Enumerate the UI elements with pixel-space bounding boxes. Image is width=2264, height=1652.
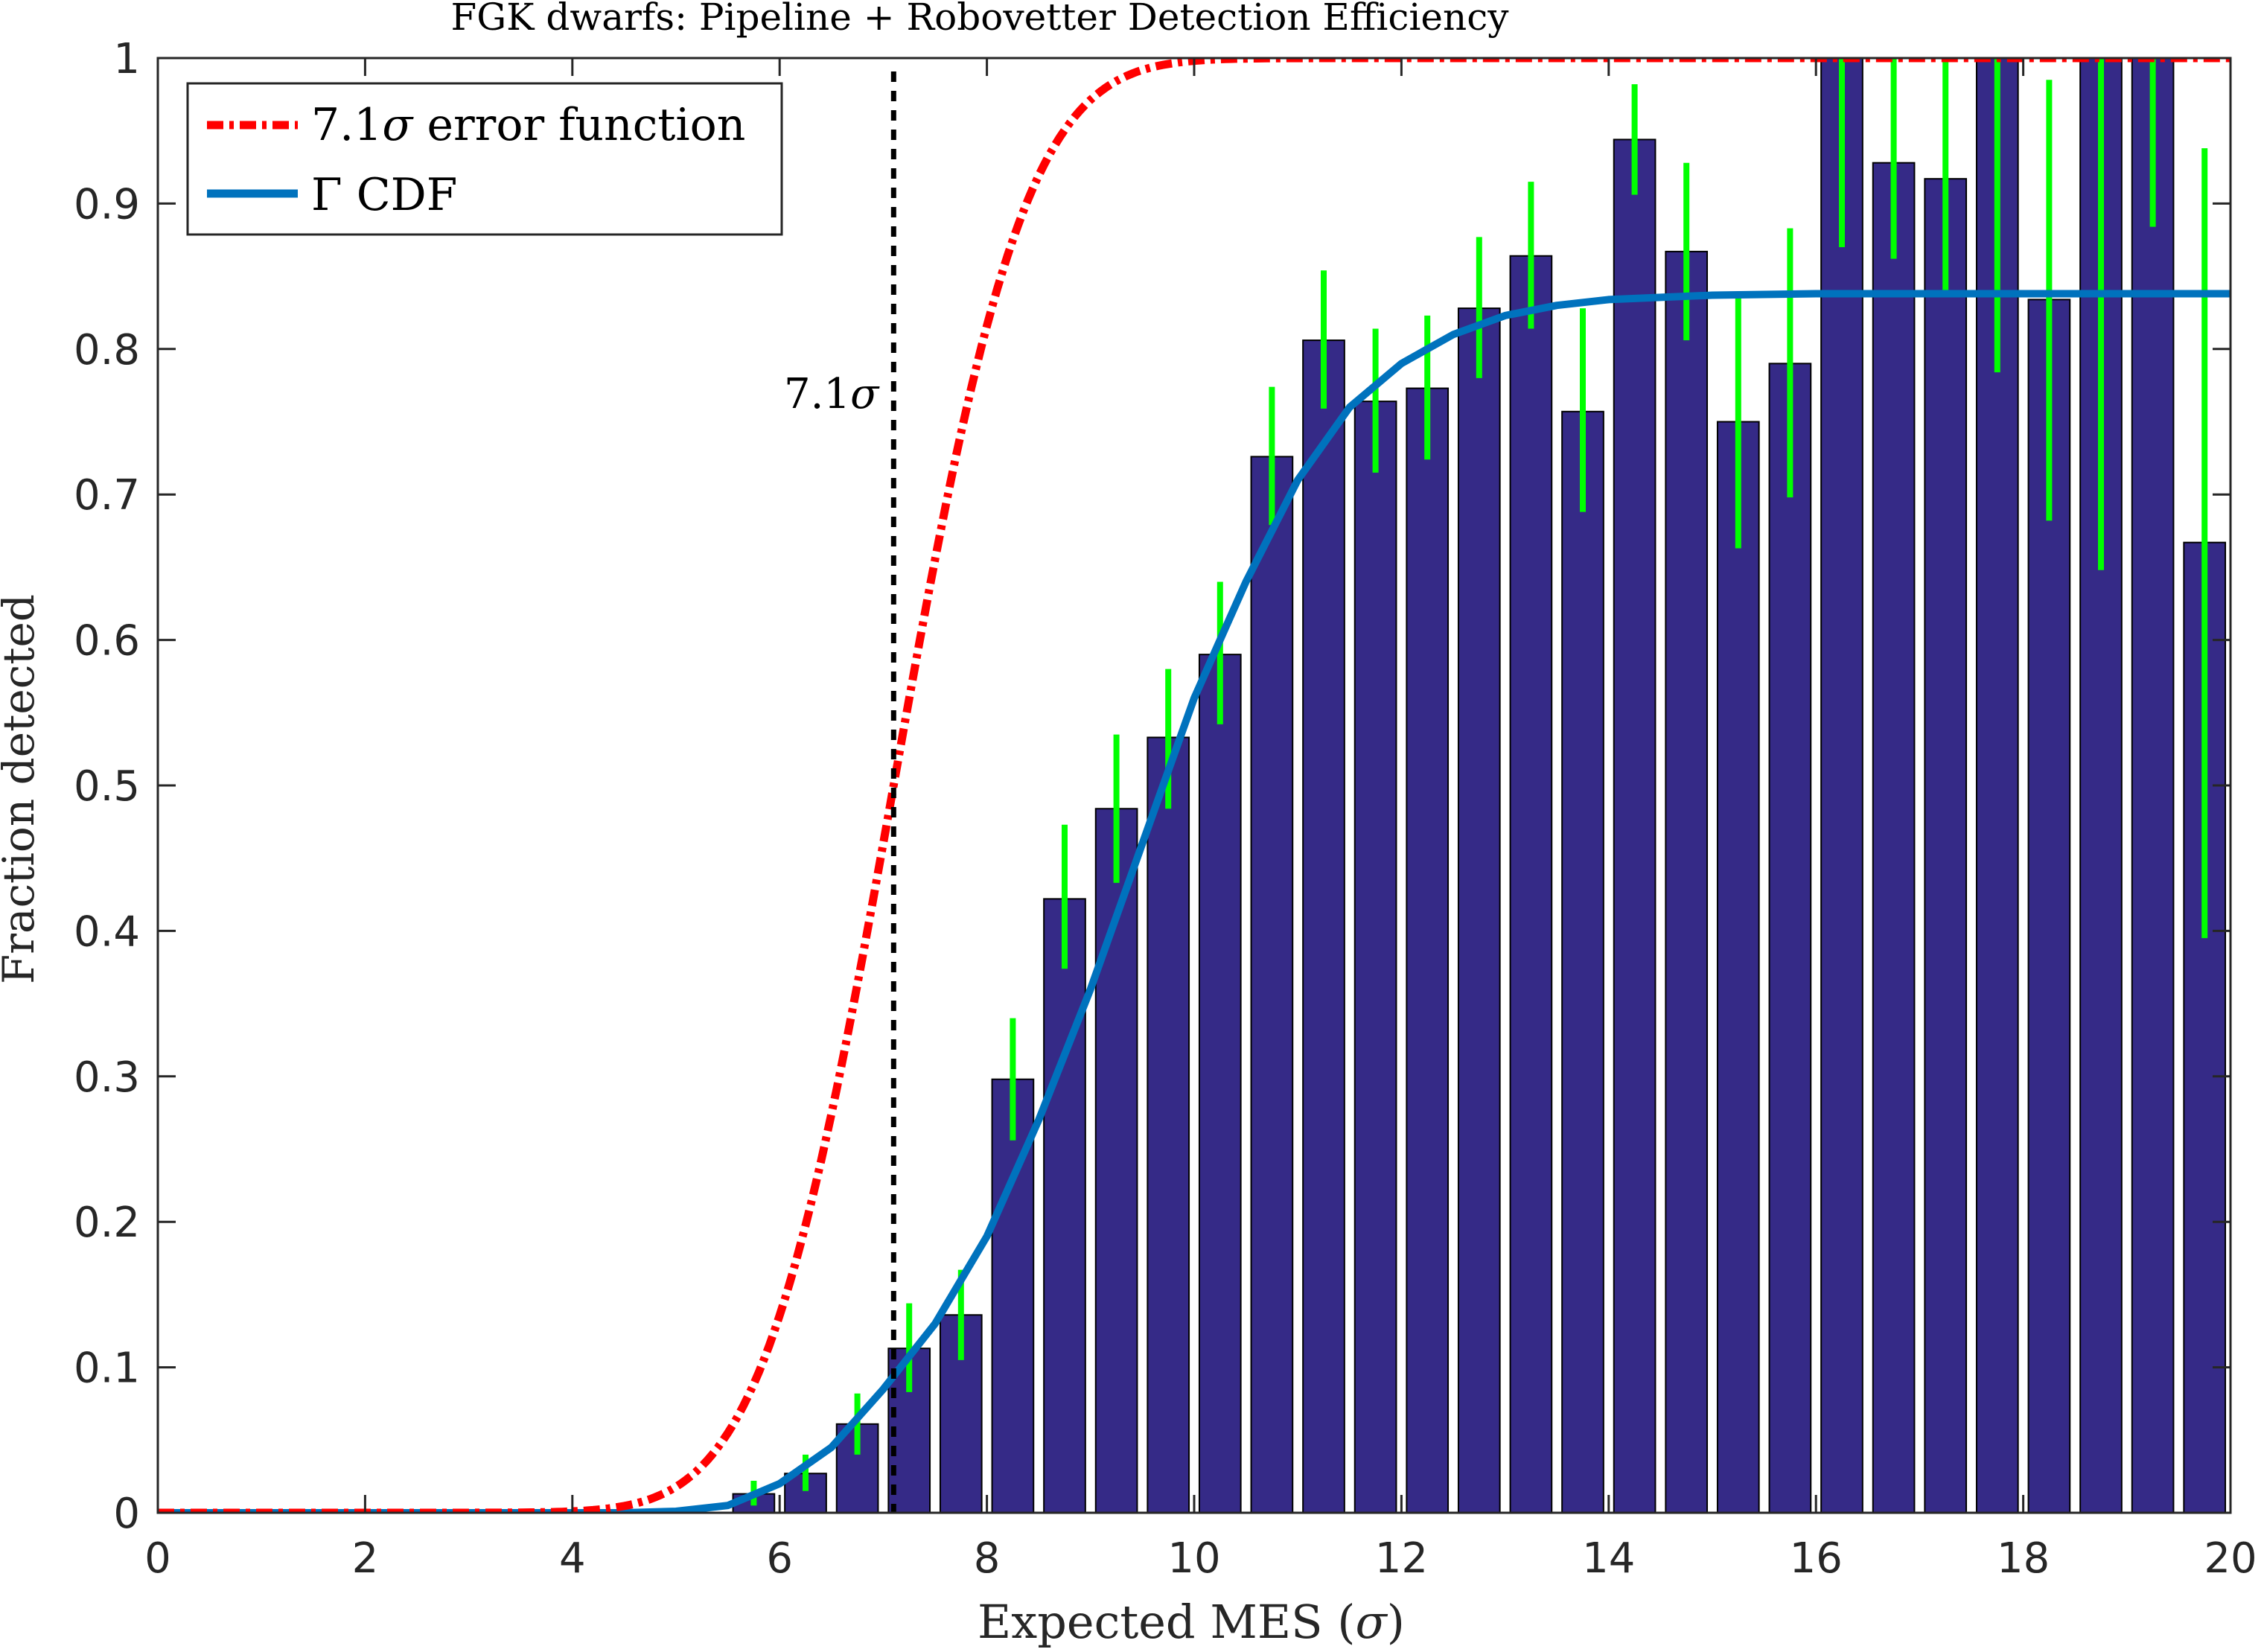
legend: 7.1σ error function Γ CDF xyxy=(186,82,783,236)
y-tick-label: 0.6 xyxy=(74,617,140,666)
x-tick-label: 14 xyxy=(1582,1534,1635,1583)
bar xyxy=(1613,138,1656,1513)
bar xyxy=(1302,339,1345,1513)
legend-label-erf-number: 7.1 xyxy=(311,99,382,151)
y-tick-label: 0.9 xyxy=(74,180,140,229)
legend-label-erf: 7.1σ error function xyxy=(311,99,745,151)
legend-box xyxy=(186,82,783,236)
bar xyxy=(1509,255,1553,1513)
x-tick-label: 20 xyxy=(2204,1534,2257,1583)
bar xyxy=(1353,401,1397,1513)
x-tick-label: 4 xyxy=(559,1534,586,1583)
x-tick-label: 8 xyxy=(974,1534,1001,1583)
bar xyxy=(1457,307,1501,1513)
x-tick-label: 18 xyxy=(1997,1534,2050,1583)
bar xyxy=(1768,363,1812,1513)
x-tick-label: 0 xyxy=(144,1534,171,1583)
y-tick-label: 0.4 xyxy=(74,908,140,956)
threshold-label-number: 7.1 xyxy=(784,370,850,418)
y-tick-label: 0.8 xyxy=(74,326,140,374)
y-tick-label: 0.7 xyxy=(74,471,140,520)
y-tick-label: 0 xyxy=(113,1490,140,1538)
axes-background xyxy=(158,58,2230,1513)
y-tick-label: 0.5 xyxy=(74,762,140,811)
threshold-label: 7.1σ xyxy=(784,370,880,418)
bar xyxy=(1665,250,1709,1513)
x-axis-label: Expected MES (σ) xyxy=(978,1595,1405,1649)
x-tick-label: 10 xyxy=(1167,1534,1220,1583)
legend-label-gamma: Γ CDF xyxy=(311,169,457,221)
bar xyxy=(1872,162,1916,1513)
bar xyxy=(1716,421,1760,1513)
bar xyxy=(2131,58,2175,1513)
y-tick-label: 1 xyxy=(113,35,140,83)
bar xyxy=(1924,178,1968,1513)
plot-area: 7.1σ0 2 4 6 8 10 12 14 16 18 2000.10.20.30.40.50.6… xyxy=(74,35,2257,1583)
bar xyxy=(1561,410,1604,1513)
x-tick-label: 16 xyxy=(1790,1534,1843,1583)
bar xyxy=(1820,58,1863,1513)
legend-label-erf-sigma: σ xyxy=(382,99,414,151)
bar xyxy=(1043,898,1086,1513)
bar xyxy=(1250,456,1294,1513)
x-tick-label: 6 xyxy=(766,1534,793,1583)
y-axis-label: Fraction detected xyxy=(0,594,44,984)
y-tick-label: 0.2 xyxy=(74,1199,140,1247)
bar xyxy=(1198,654,1242,1513)
threshold-label-sigma: σ xyxy=(850,370,880,418)
legend-label-erf-text: error function xyxy=(412,99,745,151)
chart-title: FGK dwarfs: Pipeline + Robovetter Detect… xyxy=(451,0,1510,39)
gamma-cdf-line xyxy=(158,290,2230,1513)
y-tick-label: 0.3 xyxy=(74,1053,140,1102)
bar xyxy=(1147,736,1190,1513)
bar xyxy=(1406,387,1450,1513)
y-tick-label: 0.1 xyxy=(74,1345,140,1393)
x-tick-label: 2 xyxy=(352,1534,379,1583)
x-tick-label: 12 xyxy=(1375,1534,1428,1583)
